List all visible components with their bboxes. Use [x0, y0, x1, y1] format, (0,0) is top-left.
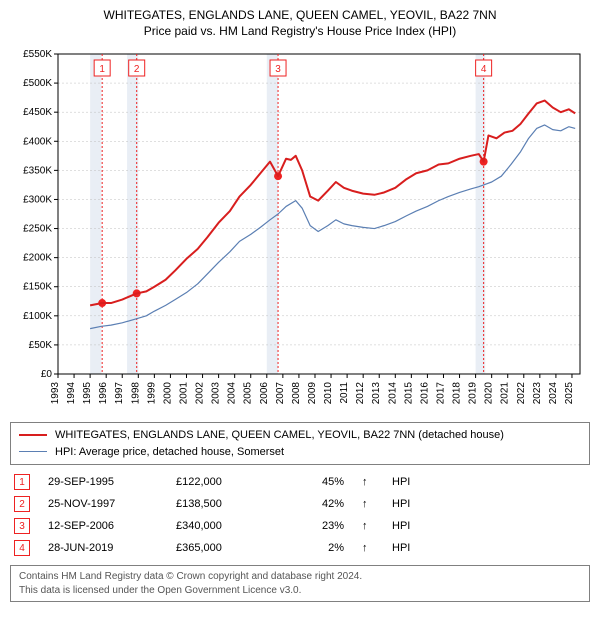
x-tick-label: 2016 — [419, 382, 430, 405]
event-marker-label: 2 — [134, 64, 140, 75]
series-property — [90, 101, 575, 306]
transaction-suffix: HPI — [392, 498, 422, 510]
footer-line2: This data is licensed under the Open Gov… — [19, 584, 581, 598]
x-tick-label: 2014 — [387, 382, 398, 405]
arrow-up-icon: ↑ — [362, 476, 374, 488]
transaction-marker: 4 — [14, 540, 30, 556]
x-tick-label: 2008 — [291, 382, 302, 405]
event-marker-label: 3 — [275, 64, 281, 75]
x-tick-label: 2015 — [403, 382, 414, 405]
x-tick-label: 2004 — [227, 382, 238, 405]
transaction-price: £365,000 — [176, 542, 266, 554]
transaction-row: 4 28-JUN-2019 £365,000 2% ↑ HPI — [10, 537, 590, 559]
y-tick-label: £400K — [23, 136, 52, 147]
arrow-up-icon: ↑ — [362, 520, 374, 532]
transaction-price: £340,000 — [176, 520, 266, 532]
transaction-date: 25-NOV-1997 — [48, 498, 158, 510]
y-tick-label: £500K — [23, 78, 52, 89]
x-tick-label: 1999 — [146, 382, 157, 405]
title-line2: Price paid vs. HM Land Registry's House … — [10, 24, 590, 38]
x-tick-label: 1994 — [66, 382, 77, 405]
x-tick-label: 1993 — [50, 382, 61, 405]
shaded-band — [90, 54, 101, 374]
transaction-row: 2 25-NOV-1997 £138,500 42% ↑ HPI — [10, 493, 590, 515]
transaction-pct: 45% — [284, 476, 344, 488]
transaction-pct: 23% — [284, 520, 344, 532]
legend-item: HPI: Average price, detached house, Some… — [19, 444, 581, 461]
x-tick-label: 2005 — [243, 382, 254, 405]
price-chart: £0 £50K £100K £150K £200K £250K £300K £350K £400… — [10, 44, 590, 414]
transaction-row: 1 29-SEP-1995 £122,000 45% ↑ HPI — [10, 471, 590, 493]
event-marker-label: 4 — [481, 64, 487, 75]
x-tick-label: 2025 — [564, 382, 575, 405]
transaction-row: 3 12-SEP-2006 £340,000 23% ↑ HPI — [10, 515, 590, 537]
arrow-up-icon: ↑ — [362, 542, 374, 554]
legend-label: HPI: Average price, detached house, Some… — [55, 444, 284, 461]
transaction-pct: 2% — [284, 542, 344, 554]
y-tick-label: £100K — [23, 311, 52, 322]
y-tick-label: £200K — [23, 253, 52, 264]
transaction-marker: 3 — [14, 518, 30, 534]
x-tick-label: 2017 — [435, 382, 446, 405]
x-tick-label: 2001 — [178, 382, 189, 405]
y-tick-label: £350K — [23, 165, 52, 176]
arrow-up-icon: ↑ — [362, 498, 374, 510]
transaction-date: 29-SEP-1995 — [48, 476, 158, 488]
y-tick-label: £300K — [23, 194, 52, 205]
transaction-suffix: HPI — [392, 542, 422, 554]
x-tick-label: 2011 — [339, 382, 350, 404]
transaction-date: 12-SEP-2006 — [48, 520, 158, 532]
y-tick-label: £0 — [41, 369, 53, 380]
x-tick-label: 1997 — [114, 382, 125, 405]
transaction-pct: 42% — [284, 498, 344, 510]
x-tick-label: 2023 — [532, 382, 543, 405]
legend-item: WHITEGATES, ENGLANDS LANE, QUEEN CAMEL, … — [19, 427, 581, 444]
event-marker-label: 1 — [99, 64, 105, 75]
legend-swatch — [19, 434, 47, 436]
x-tick-label: 2018 — [452, 382, 463, 405]
x-tick-label: 2010 — [323, 382, 334, 405]
x-tick-label: 1998 — [130, 382, 141, 405]
x-tick-label: 1995 — [82, 382, 93, 405]
x-tick-label: 2019 — [468, 382, 479, 405]
y-tick-label: £150K — [23, 282, 52, 293]
x-tick-label: 2003 — [211, 382, 222, 405]
transaction-suffix: HPI — [392, 476, 422, 488]
shaded-band — [267, 54, 278, 374]
x-tick-label: 1996 — [98, 382, 109, 405]
transaction-suffix: HPI — [392, 520, 422, 532]
legend: WHITEGATES, ENGLANDS LANE, QUEEN CAMEL, … — [10, 422, 590, 465]
y-tick-label: £450K — [23, 107, 52, 118]
x-tick-label: 2007 — [275, 382, 286, 405]
title-line1: WHITEGATES, ENGLANDS LANE, QUEEN CAMEL, … — [10, 8, 590, 22]
x-tick-label: 2020 — [484, 382, 495, 405]
x-tick-label: 2000 — [162, 382, 173, 405]
x-tick-label: 2009 — [307, 382, 318, 405]
legend-label: WHITEGATES, ENGLANDS LANE, QUEEN CAMEL, … — [55, 427, 504, 444]
series-hpi — [90, 125, 575, 329]
transaction-marker: 1 — [14, 474, 30, 490]
x-tick-label: 2012 — [355, 382, 366, 405]
footer-line1: Contains HM Land Registry data © Crown c… — [19, 570, 581, 584]
x-tick-label: 2002 — [195, 382, 206, 405]
transactions-table: 1 29-SEP-1995 £122,000 45% ↑ HPI 2 25-NOV-1997 £… — [10, 471, 590, 559]
transaction-price: £138,500 — [176, 498, 266, 510]
transaction-price: £122,000 — [176, 476, 266, 488]
y-tick-label: £250K — [23, 224, 52, 235]
attribution-footer: Contains HM Land Registry data © Crown c… — [10, 565, 590, 602]
legend-swatch — [19, 451, 47, 452]
y-tick-label: £50K — [29, 340, 53, 351]
x-tick-label: 2024 — [548, 382, 559, 405]
x-tick-label: 2013 — [371, 382, 382, 405]
transaction-date: 28-JUN-2019 — [48, 542, 158, 554]
transaction-marker: 2 — [14, 496, 30, 512]
chart-title-block: WHITEGATES, ENGLANDS LANE, QUEEN CAMEL, … — [10, 8, 590, 38]
x-tick-label: 2021 — [500, 382, 511, 405]
x-tick-label: 2022 — [516, 382, 527, 405]
y-tick-label: £550K — [23, 49, 52, 60]
x-tick-label: 2006 — [259, 382, 270, 405]
